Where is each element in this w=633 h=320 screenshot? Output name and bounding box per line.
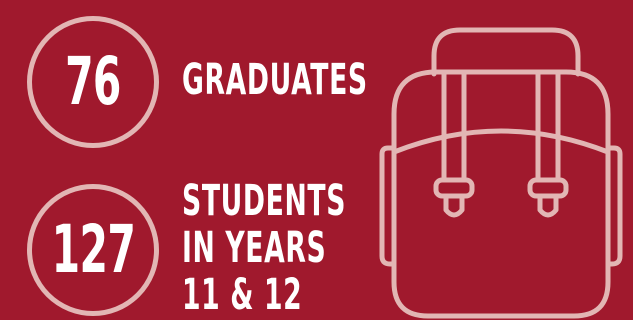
students-label-line-3: 11 & 12 xyxy=(182,270,303,320)
students-label-line-2: IN YEARS xyxy=(182,223,327,273)
backpack-left-buckle xyxy=(433,177,475,199)
students-count-badge: 127 xyxy=(27,184,159,316)
backpack-body xyxy=(391,69,611,319)
backpack-icon xyxy=(379,27,623,319)
backpack-right-pocket xyxy=(605,145,623,267)
students-count: 127 xyxy=(51,211,135,288)
backpack-handle xyxy=(431,27,581,77)
students-label: STUDENTS IN YEARS 11 & 12 xyxy=(182,178,346,319)
graduates-label-line: GRADUATES xyxy=(182,55,368,105)
backpack-left-pocket xyxy=(379,145,397,267)
graduates-label: GRADUATES xyxy=(182,57,368,104)
students-label-line-1: STUDENTS xyxy=(182,176,347,226)
backpack-flap xyxy=(391,128,611,155)
graduates-count: 76 xyxy=(65,43,121,120)
backpack-right-buckle xyxy=(527,177,569,199)
graduates-count-badge: 76 xyxy=(27,16,159,148)
